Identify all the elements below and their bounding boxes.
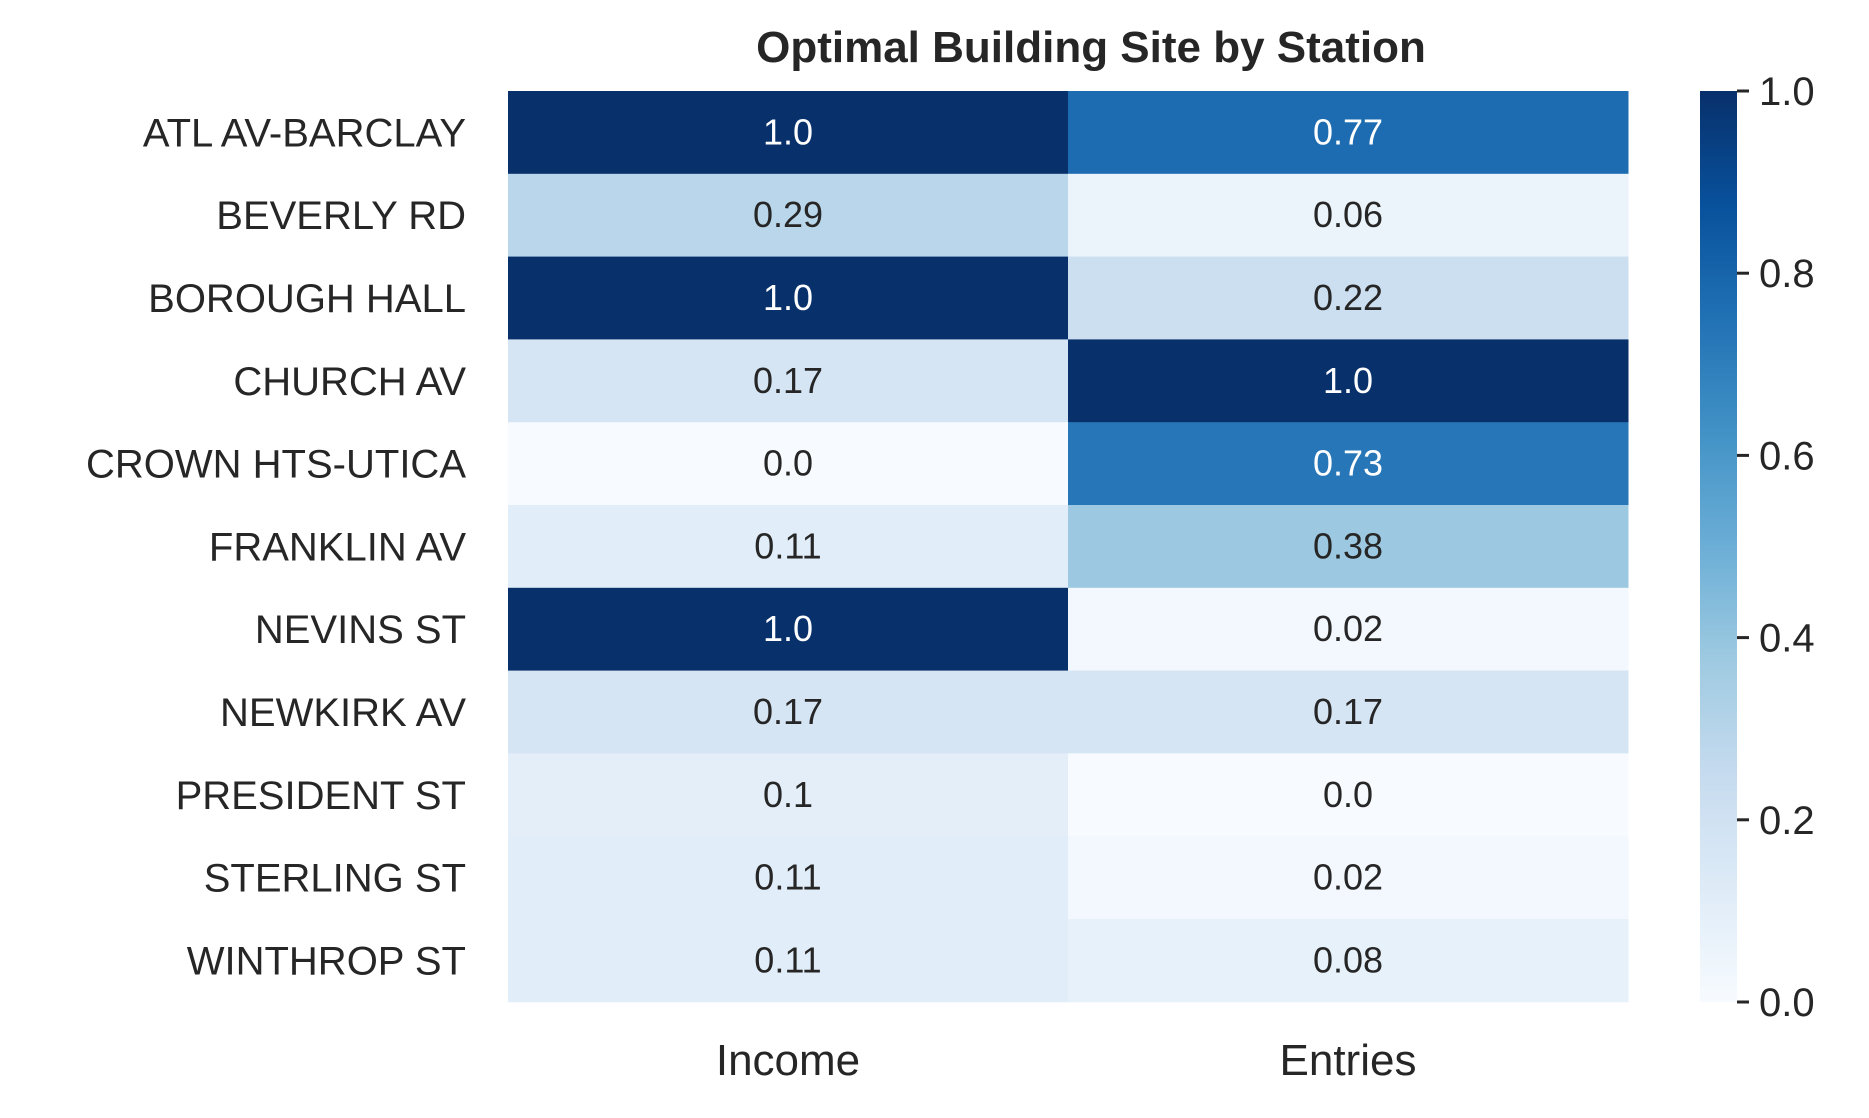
heatmap-cell: [508, 256, 1069, 340]
cell-annotation: 0.73: [1313, 443, 1383, 484]
row-label: CHURCH AV: [233, 360, 466, 404]
heatmap-cell: [1068, 836, 1629, 920]
colorbar-tick-label: 0.4: [1759, 617, 1815, 661]
row-label: PRESIDENT ST: [176, 774, 466, 818]
colorbar-tick-label: 0.0: [1759, 981, 1815, 1025]
cell-annotation: 1.0: [763, 277, 813, 318]
heatmap-cell: [508, 505, 1069, 589]
column-label: Income: [716, 1036, 860, 1085]
cell-annotation: 0.22: [1313, 277, 1383, 318]
colorbar: 0.0 0.2 0.4 0.6 0.8 1.0: [1700, 70, 1815, 1025]
cell-annotation: 0.0: [763, 443, 813, 484]
heatmap-cell: [508, 91, 1069, 175]
heatmap-cell: [1068, 173, 1629, 258]
row-label: BOROUGH HALL: [148, 277, 466, 321]
heatmap-cell: [508, 422, 1069, 506]
heatmap-cell: [1068, 339, 1629, 423]
colorbar-tick-label: 0.6: [1759, 434, 1815, 478]
cell-annotation: 0.11: [754, 857, 821, 898]
row-label: WINTHROP ST: [187, 939, 466, 983]
row-label: ATL AV-BARCLAY: [143, 111, 466, 155]
row-label: BEVERLY RD: [216, 194, 466, 238]
cell-annotation: 0.38: [1313, 525, 1383, 566]
column-labels: Income Entries: [716, 1036, 1417, 1085]
cell-annotation: 1.0: [1323, 360, 1373, 401]
colorbar-gradient: [1700, 91, 1737, 1002]
cell-annotation: 0.02: [1313, 608, 1383, 649]
heatmap-cell: [1068, 256, 1629, 340]
cell-annotation: 0.08: [1313, 939, 1383, 980]
cell-annotation: 1.0: [763, 608, 813, 649]
chart-title: Optimal Building Site by Station: [756, 23, 1426, 72]
colorbar-tick-label: 0.2: [1759, 799, 1815, 843]
heatmap-cell: [1068, 753, 1629, 837]
heatmap-cell: [1068, 670, 1629, 754]
cell-annotation: 0.11: [754, 939, 821, 980]
heatmap-cell: [1068, 919, 1629, 1003]
heatmap-cell: [508, 670, 1069, 754]
cell-annotation: 0.11: [754, 525, 821, 566]
row-labels: ATL AV-BARCLAY BEVERLY RD BOROUGH HALL CHUR…: [86, 111, 466, 983]
heatmap-cell: [508, 173, 1069, 258]
heatmap-cell: [508, 919, 1069, 1003]
cell-annotation: 0.17: [1313, 691, 1383, 732]
heatmap-cell: [1068, 505, 1629, 589]
row-label: CROWN HTS-UTICA: [86, 443, 466, 487]
cell-annotation: 0.17: [753, 691, 823, 732]
heatmap-cell: [1068, 91, 1629, 175]
cell-annotation: 0.29: [753, 194, 823, 235]
column-label: Entries: [1280, 1036, 1417, 1085]
cell-annotation: 0.02: [1313, 857, 1383, 898]
cell-annotation: 1.0: [763, 111, 813, 152]
cell-annotation: 0.17: [753, 360, 823, 401]
cell-annotation: 0.06: [1313, 194, 1383, 235]
row-label: FRANKLIN AV: [209, 525, 466, 569]
cell-annotation: 0.77: [1313, 111, 1383, 152]
cell-annotation: 0.0: [1323, 774, 1373, 815]
cell-annotation: 0.1: [763, 774, 813, 815]
heatmap-cell: [508, 753, 1069, 837]
colorbar-tick-label: 0.8: [1759, 252, 1815, 296]
heatmap-cell: [1068, 422, 1629, 506]
row-label: NEVINS ST: [255, 608, 466, 652]
heatmap-cells: 1.0 0.770.29 0.061.0 0.220.17 1.00.0 0.730.11…: [508, 91, 1629, 1003]
colorbar-tick-label: 1.0: [1759, 70, 1815, 114]
heatmap-cell: [1068, 587, 1629, 672]
heatmap-cell: [508, 339, 1069, 423]
row-label: STERLING ST: [204, 857, 466, 901]
row-label: NEWKIRK AV: [220, 691, 466, 735]
heatmap-cell: [508, 587, 1069, 672]
heatmap-cell: [508, 836, 1069, 920]
